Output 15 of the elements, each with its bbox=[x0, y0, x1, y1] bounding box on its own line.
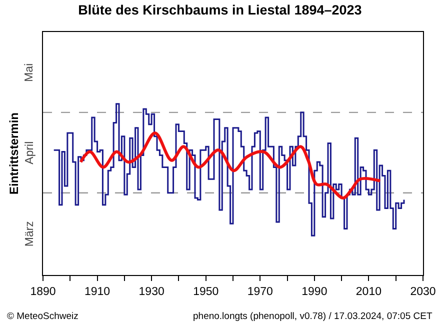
x-tick-label: 1910 bbox=[84, 286, 110, 298]
text: © MeteoSchweiz bbox=[7, 311, 79, 322]
text: April bbox=[24, 141, 36, 164]
x-tick-label: 2030 bbox=[410, 286, 436, 298]
text: Mai bbox=[23, 63, 36, 82]
x-tick-label: 1890 bbox=[30, 286, 56, 298]
x-tick-label: 1970 bbox=[247, 286, 273, 298]
x-tick-label: 2010 bbox=[356, 286, 382, 298]
chart-title: Blüte des Kirschbaums in Liestal 1894–2023 bbox=[78, 2, 362, 18]
y-axis-title: Eintrittstermin bbox=[7, 112, 22, 195]
text: pheno.longts (phenopoll, v0.78) / 17.03.2024, 07:05 CET bbox=[193, 311, 432, 322]
x-tick-label: 1950 bbox=[193, 286, 219, 298]
x-tick-label: 1930 bbox=[138, 286, 164, 298]
text: März bbox=[24, 220, 36, 247]
x-tick-label: 1990 bbox=[302, 286, 328, 298]
